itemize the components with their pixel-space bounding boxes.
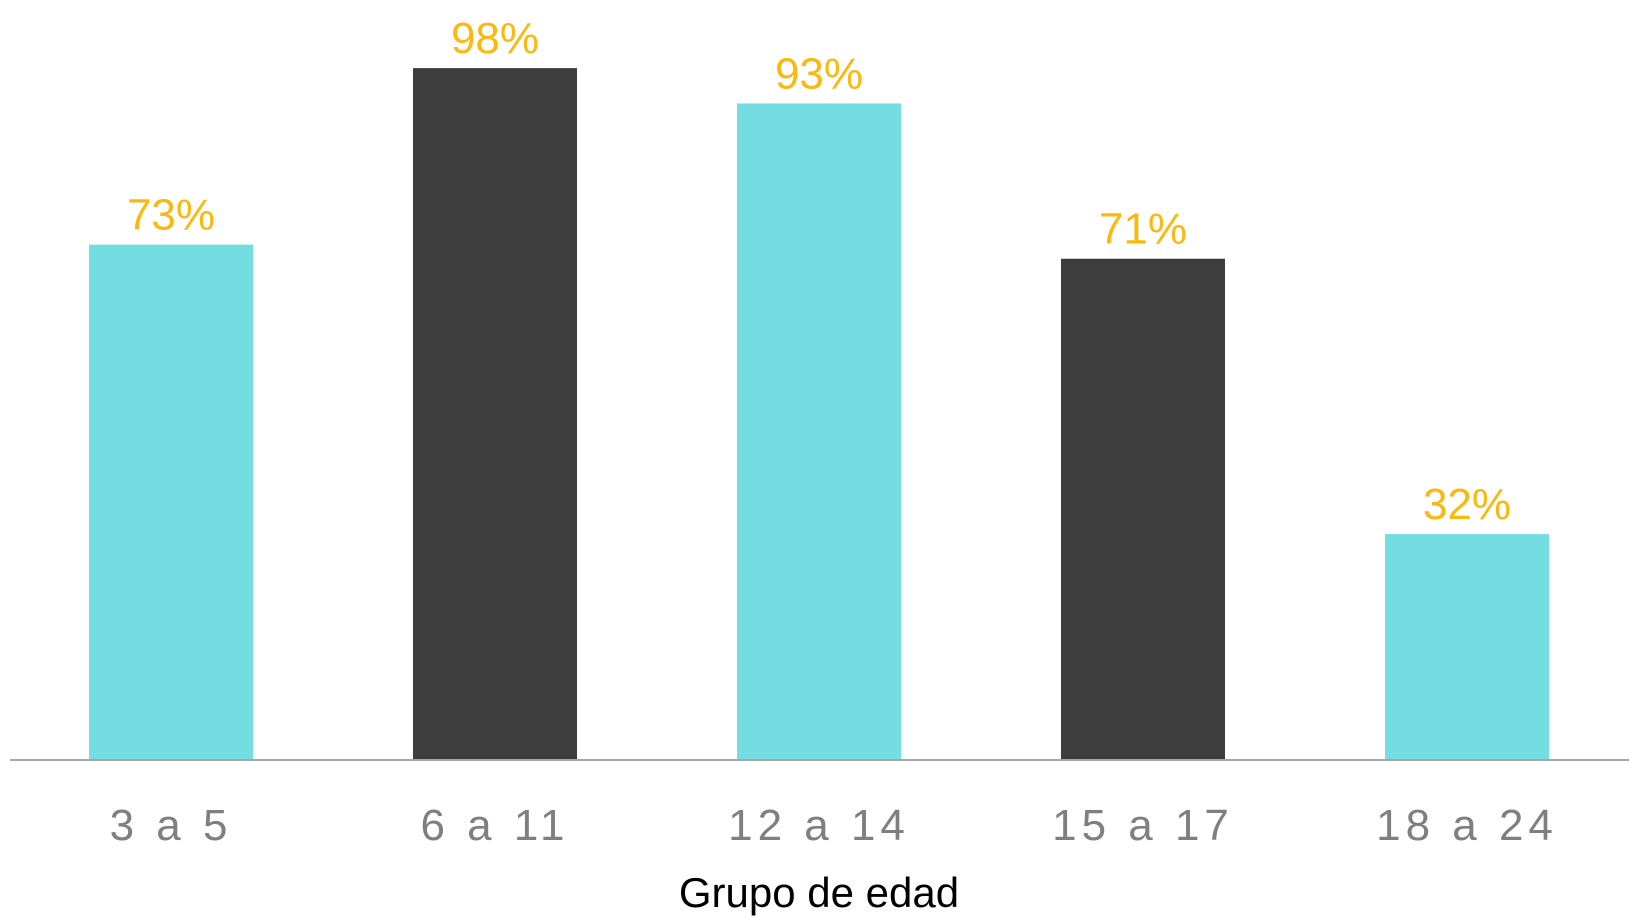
- bar-3: [737, 103, 901, 761]
- x-tick-labels-group: 3 a 5 6 a 11 12 a 14 15 a 17 18 a 24: [110, 801, 1558, 850]
- value-labels-group: 73% 98% 93% 71% 32%: [127, 14, 1511, 529]
- x-tick-label-5: 18 a 24: [1376, 801, 1558, 850]
- x-tick-label-2: 6 a 11: [420, 801, 569, 850]
- value-label-1: 73%: [127, 191, 215, 240]
- x-tick-label-3: 12 a 14: [728, 801, 910, 850]
- value-label-5: 32%: [1423, 480, 1511, 529]
- x-tick-label-1: 3 a 5: [110, 801, 233, 850]
- value-label-3: 93%: [775, 49, 863, 98]
- bar-5: [1385, 534, 1549, 760]
- x-tick-label-4: 15 a 17: [1052, 801, 1234, 850]
- bars-group: [89, 68, 1549, 761]
- value-label-2: 98%: [451, 14, 539, 63]
- x-axis-title: Grupo de edad: [679, 869, 959, 916]
- value-label-4: 71%: [1099, 205, 1187, 254]
- bar-2: [413, 68, 577, 761]
- bar-1: [89, 244, 253, 760]
- bar-4: [1061, 258, 1225, 760]
